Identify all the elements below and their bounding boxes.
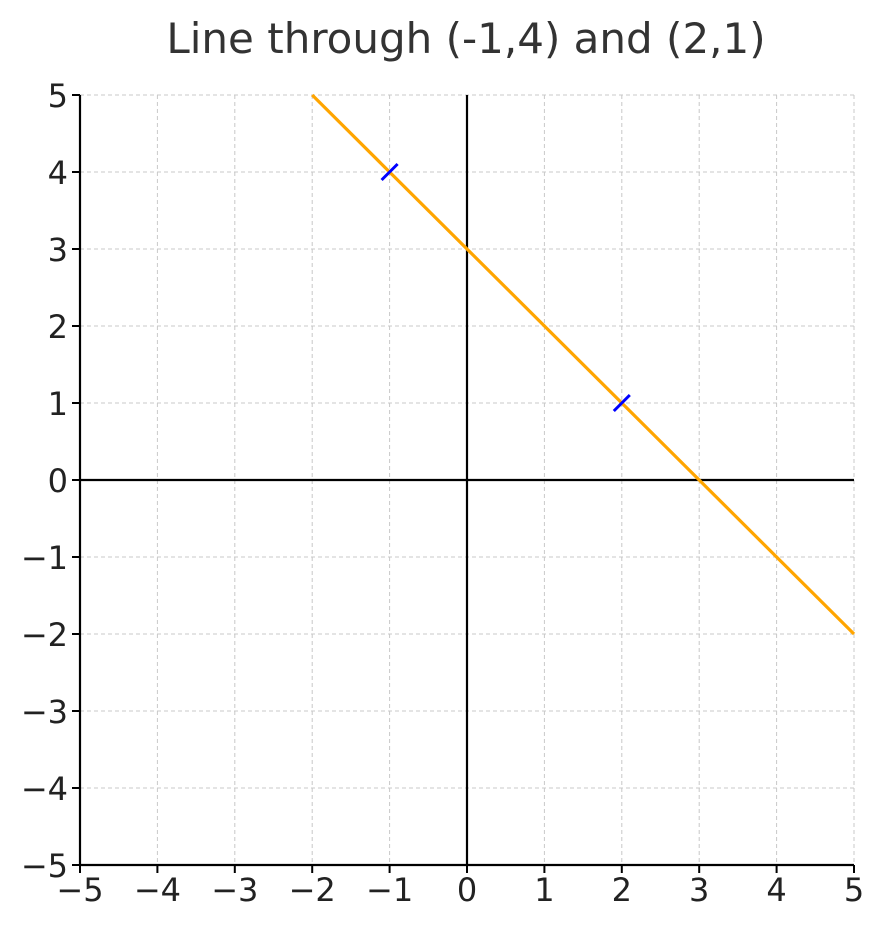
zero-axes xyxy=(80,95,854,865)
x-tick-label: 5 xyxy=(844,871,864,909)
chart-title: Line through (-1,4) and (2,1) xyxy=(166,14,765,63)
x-tick-label: 1 xyxy=(534,871,554,909)
y-tick-label: −4 xyxy=(21,770,68,808)
y-tick-label: −2 xyxy=(21,616,68,654)
x-tick-label: 0 xyxy=(457,871,477,909)
x-tick-label: −2 xyxy=(289,871,336,909)
series-line xyxy=(311,93,856,636)
y-tick-label: 0 xyxy=(48,462,68,500)
x-tick-label: 2 xyxy=(612,871,632,909)
marker-stroke xyxy=(380,162,399,182)
x-tick-label: −5 xyxy=(56,871,103,909)
y-tick-label: −5 xyxy=(21,847,68,885)
y-tick-label: 2 xyxy=(48,308,68,346)
y-tick-label: 3 xyxy=(48,231,68,269)
y-tick-label: 4 xyxy=(48,154,68,192)
x-ticks: −5 −4 −3 −2 −1 0 1 2 3 4 5 xyxy=(56,865,864,909)
x-tick-label: −4 xyxy=(134,871,181,909)
x-tick-label: −3 xyxy=(211,871,258,909)
data-point-marker xyxy=(612,393,631,413)
y-tick-label: −1 xyxy=(21,539,68,577)
y-tick-label: −3 xyxy=(21,693,68,731)
series-layer xyxy=(311,93,856,636)
x-tick-label: 4 xyxy=(766,871,786,909)
y-tick-label: 5 xyxy=(48,77,68,115)
y-ticks: −5 −4 −3 −2 −1 0 1 2 3 4 5 xyxy=(21,77,80,885)
marker-stroke xyxy=(612,393,631,413)
x-tick-label: 3 xyxy=(689,871,709,909)
x-tick-label: −1 xyxy=(366,871,413,909)
data-point-marker xyxy=(380,162,399,182)
y-tick-label: 1 xyxy=(48,385,68,423)
